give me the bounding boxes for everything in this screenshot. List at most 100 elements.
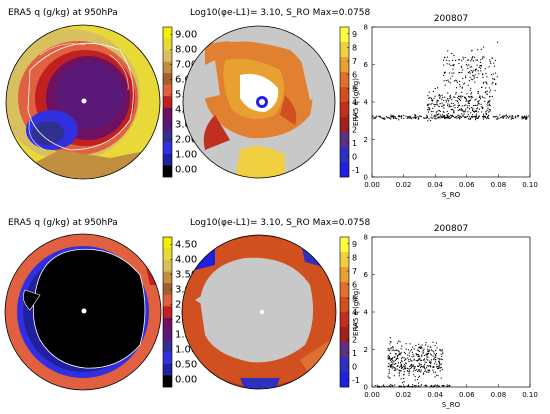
scatter-point: [461, 113, 463, 115]
colorbar-segment: [163, 61, 172, 74]
scatter-point: [458, 62, 460, 65]
scatter-point: [410, 385, 412, 388]
scatter-point: [437, 357, 439, 359]
scatter-point: [430, 365, 432, 367]
scatter-point: [449, 82, 451, 84]
scatter-point: [426, 115, 428, 117]
scatter-point: [450, 105, 452, 107]
scatter-point: [439, 97, 441, 99]
scatter-point: [414, 386, 416, 388]
colorbar-segment: [340, 297, 349, 313]
scatter-point: [411, 117, 413, 119]
scatter-point: [445, 116, 448, 118]
scatter-point: [400, 117, 403, 119]
scatter-point: [387, 347, 389, 350]
scatter-point: [419, 347, 421, 349]
scatter-point: [479, 61, 481, 63]
scatter-point: [396, 357, 398, 359]
scatter-point: [466, 59, 468, 61]
scatter-point: [425, 385, 427, 387]
scatter-point: [417, 354, 419, 356]
scatter-point: [425, 342, 427, 344]
scatter-point: [448, 106, 450, 108]
scatter-point: [428, 107, 431, 109]
scatter-point: [429, 97, 431, 99]
scatter-point: [484, 68, 486, 70]
scatter-point: [418, 343, 420, 345]
scatter-point: [475, 117, 477, 119]
scatter-point: [413, 385, 415, 387]
scatter-point: [439, 349, 441, 351]
scatter-point: [458, 98, 461, 101]
scatter-point: [490, 74, 492, 76]
scatter-point: [403, 366, 406, 368]
scatter-point: [442, 105, 444, 107]
scatter-point: [473, 111, 475, 113]
colorbar-label: 8: [352, 253, 357, 262]
scatter-point: [467, 71, 469, 74]
scatter-point: [438, 110, 440, 112]
scatter-point: [464, 77, 467, 79]
scatter-point: [448, 385, 450, 387]
scatter-point: [469, 89, 471, 92]
scatter-point: [478, 108, 480, 110]
scatter-point: [428, 371, 430, 373]
scatter-point: [424, 368, 426, 370]
y-tick-label: 2: [364, 136, 368, 144]
scatter-point: [410, 364, 412, 366]
scatter-point: [495, 84, 497, 86]
scatter-point: [443, 104, 445, 106]
scatter-point: [417, 370, 419, 372]
scatter-point: [501, 116, 503, 118]
scatter-point: [435, 353, 437, 355]
scatter-point: [514, 115, 517, 117]
scatter-point: [393, 117, 395, 119]
scatter-point: [479, 96, 481, 98]
scatter-point: [421, 366, 423, 368]
scatter-point: [394, 117, 397, 119]
scatter-point: [434, 376, 436, 378]
scatter-point: [493, 62, 495, 64]
scatter-point: [390, 386, 392, 388]
scatter-point: [435, 342, 437, 344]
scatter-point: [508, 116, 510, 118]
y-tick-label: 6: [364, 61, 369, 69]
scatter-point: [470, 60, 472, 62]
scatter-point: [485, 110, 487, 112]
colorbar-frame: [162, 26, 173, 178]
colorbar-segment: [163, 38, 172, 51]
scatter-point: [446, 116, 448, 118]
scatter-point: [372, 115, 374, 117]
scatter-point: [427, 351, 429, 353]
scatter-point: [424, 371, 426, 373]
scatter-point: [447, 385, 449, 388]
scatter-point: [466, 115, 468, 117]
scatter-point: [434, 344, 436, 347]
scatter-point: [438, 367, 440, 370]
scatter-point: [482, 116, 484, 118]
scatter-point: [477, 91, 479, 93]
scatter-point: [475, 68, 478, 70]
scatter-point: [410, 363, 412, 366]
scatter-point: [452, 68, 454, 70]
scatter-point: [435, 355, 437, 357]
scatter-point: [401, 358, 403, 360]
scatter-point: [467, 118, 470, 120]
scatter-point: [470, 93, 472, 95]
x-tick-label: 0.00: [364, 391, 380, 399]
colorbar-segment: [163, 142, 172, 155]
scatter-point: [423, 117, 425, 119]
scatter-point: [391, 384, 393, 387]
scatter-point: [458, 59, 460, 61]
scatter-point: [491, 83, 493, 85]
scatter-point: [474, 56, 476, 58]
scatter-point: [492, 73, 494, 75]
scatter-point: [388, 385, 390, 387]
colorbar-label: 4: [352, 308, 357, 317]
scatter-point: [439, 103, 441, 105]
scatter-point: [405, 358, 407, 360]
scatter-point: [408, 369, 410, 371]
scatter-point: [382, 385, 384, 387]
scatter-point: [445, 117, 447, 119]
scatter-point: [387, 358, 389, 360]
